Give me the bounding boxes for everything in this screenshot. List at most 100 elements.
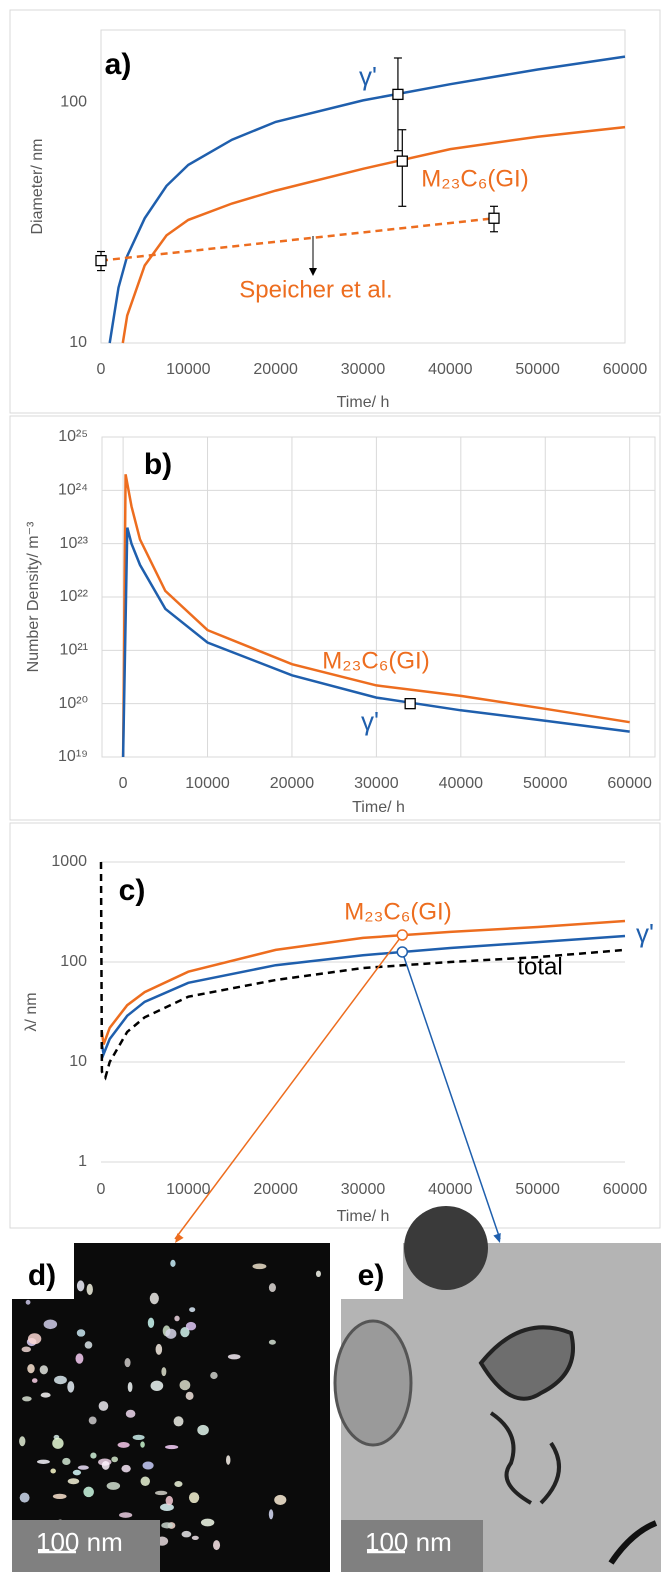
particle (165, 1444, 179, 1450)
particle (39, 1365, 48, 1375)
panel-frame (9, 415, 661, 821)
particle (155, 1490, 168, 1496)
plot-area (100, 29, 626, 344)
particle (25, 1299, 31, 1305)
particle (75, 1353, 84, 1364)
particle (210, 1371, 218, 1380)
particle (124, 1358, 131, 1368)
series-line (121, 474, 630, 758)
particle (67, 1478, 80, 1485)
x-tick-label: 60000 (603, 361, 648, 378)
particle (142, 1461, 154, 1470)
particle (149, 1292, 159, 1305)
particle (191, 1535, 199, 1540)
data-point (396, 929, 409, 941)
particle (111, 1456, 118, 1463)
callout-arrow (174, 934, 403, 1240)
series-label: γ' (359, 61, 377, 91)
particle (27, 1333, 42, 1345)
particle (173, 1416, 184, 1427)
x-tick-label: 30000 (341, 361, 386, 378)
scale-box (341, 1520, 483, 1572)
y-tick-label: 10 (69, 1053, 87, 1070)
particle (54, 1375, 67, 1385)
x-tick-label: 60000 (607, 775, 652, 792)
y-tick-label: 100 (60, 953, 87, 970)
particle (200, 1518, 215, 1527)
particle (140, 1441, 145, 1448)
particle (181, 1530, 192, 1538)
y-tick-label: 10²² (60, 588, 89, 605)
y-tick-label: 10 (69, 334, 87, 351)
grain (404, 1206, 488, 1290)
particle (106, 1482, 121, 1490)
x-tick-label: 40000 (428, 361, 473, 378)
series-label: M₂₃C₆(GI) (322, 647, 429, 674)
particle (315, 1270, 321, 1278)
series-label: Speicher et al. (239, 276, 392, 303)
particle (252, 1263, 267, 1270)
series-line (100, 934, 626, 1059)
micrographs: d) 100 nm e) 100 nm (12, 1206, 661, 1572)
x-tick-label: 10000 (166, 1181, 211, 1198)
series-label: M₂₃C₆(GI) (421, 165, 528, 192)
series-line (121, 125, 626, 344)
panel-frame (9, 9, 661, 414)
dislocation (608, 1520, 658, 1565)
callout-arrow (401, 951, 501, 1240)
particle (189, 1307, 196, 1313)
series-label: total (517, 953, 562, 980)
particle (36, 1459, 50, 1464)
series-line (100, 919, 626, 1045)
particle (185, 1391, 194, 1401)
data-point (404, 698, 416, 710)
x-tick-label: 50000 (515, 1181, 560, 1198)
arrow-head (175, 1233, 184, 1243)
x-tick-label: 10000 (166, 361, 211, 378)
micrograph-label: e) (358, 1259, 385, 1292)
scale-box (12, 1520, 160, 1572)
particle (127, 1381, 133, 1393)
particle (268, 1339, 276, 1345)
particle (165, 1495, 174, 1506)
y-tick-label: 1 (78, 1153, 87, 1170)
series-line (99, 861, 626, 1081)
series-line (108, 55, 626, 344)
panel-label: b) (144, 448, 172, 481)
particle (43, 1319, 58, 1330)
y-tick-label: 10¹⁹ (58, 748, 88, 765)
particle (90, 1452, 97, 1459)
x-tick-label: 10000 (185, 775, 230, 792)
particle (147, 1317, 155, 1329)
y-tick-label: 10²⁵ (58, 428, 88, 445)
data-point (488, 212, 500, 224)
particle (226, 1455, 231, 1465)
x-axis-label: Time/ h (352, 799, 405, 816)
particle (50, 1468, 56, 1474)
x-tick-label: 40000 (428, 1181, 473, 1198)
particle (19, 1492, 30, 1503)
particle (19, 1436, 26, 1447)
x-axis-label: Time/ h (337, 1208, 390, 1225)
series-line (100, 217, 495, 262)
particle (268, 1509, 274, 1520)
particle (160, 1503, 174, 1512)
y-tick-label: 10²⁰ (58, 695, 88, 712)
particle (150, 1380, 164, 1391)
y-tick-label: 10²⁴ (58, 482, 88, 499)
particle (52, 1437, 64, 1449)
particle (88, 1416, 97, 1425)
particle (197, 1424, 209, 1436)
particle (101, 1460, 110, 1470)
dislocation (478, 1325, 575, 1401)
data-point (396, 946, 409, 958)
particle (268, 1283, 276, 1293)
particle (76, 1280, 85, 1292)
data-point (392, 88, 404, 101)
x-tick-label: 20000 (253, 1181, 298, 1198)
label-box (341, 1243, 403, 1299)
data-point (95, 254, 107, 267)
x-tick-label: 60000 (603, 1181, 648, 1198)
particle (180, 1327, 190, 1338)
